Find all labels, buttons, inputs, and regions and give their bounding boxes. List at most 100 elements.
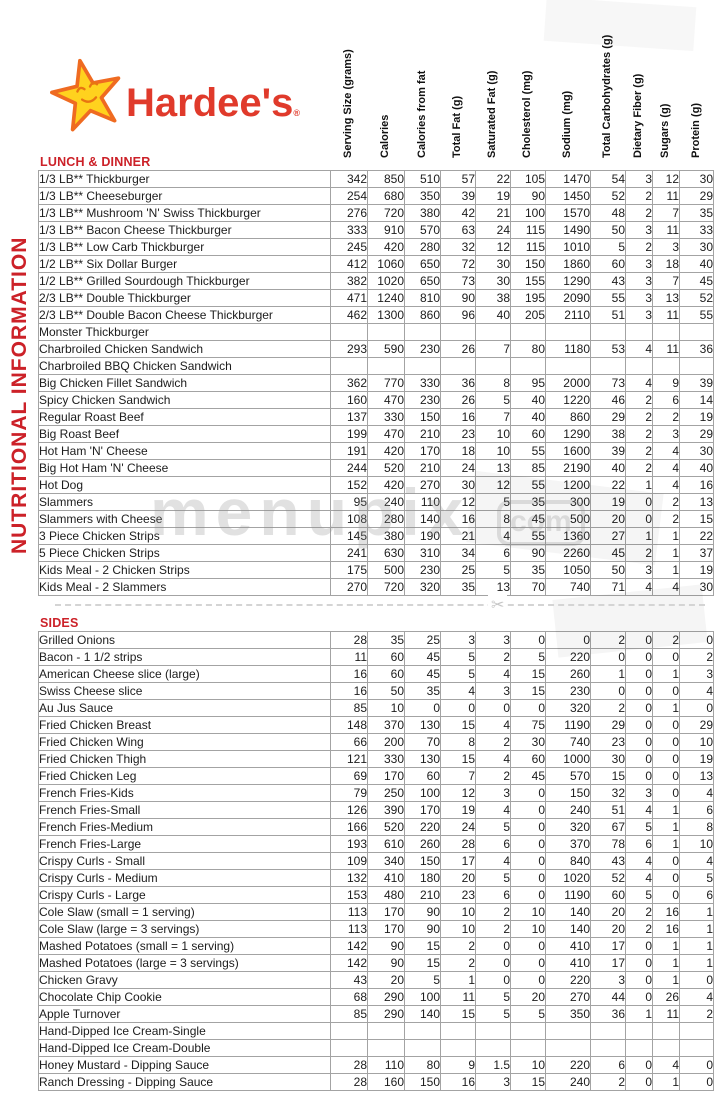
value-cell: 108 (330, 510, 368, 528)
value-cell: 245 (330, 238, 368, 256)
value-cell: 5 (679, 869, 714, 887)
value-cell: 30 (475, 272, 511, 290)
item-name-cell: Regular Roast Beef (38, 408, 331, 426)
value-cell: 2 (625, 442, 653, 460)
value-cell: 270 (545, 988, 591, 1006)
value-cell: 2 (625, 425, 653, 443)
value-cell: 10 (679, 733, 714, 751)
value-cell: 45 (679, 272, 714, 290)
value-cell: 1 (652, 699, 680, 717)
value-cell: 18 (440, 442, 476, 460)
value-cell: 90 (510, 187, 546, 205)
value-cell: 170 (404, 801, 441, 819)
value-cell: 13 (679, 493, 714, 511)
value-cell: 25 (440, 561, 476, 579)
value-cell: 15 (510, 682, 546, 700)
value-cell: 4 (625, 801, 653, 819)
value-cell: 630 (367, 544, 405, 562)
value-cell: 13 (652, 289, 680, 307)
value-cell: 240 (367, 493, 405, 511)
value-cell: 840 (545, 852, 591, 870)
value-cell: 330 (367, 750, 405, 768)
value-cell: 6 (679, 801, 714, 819)
value-cell: 2110 (545, 306, 591, 324)
column-header: Calories from fat (416, 70, 428, 158)
table-row: French Fries-Kids 79 250 100 12 3 0 150 32 3 0 4 (38, 784, 714, 802)
value-cell: 4 (625, 869, 653, 887)
value-cell: 24 (440, 818, 476, 836)
value-cell: 2 (590, 1073, 626, 1091)
value-cell: 75 (510, 716, 546, 734)
value-cell: 240 (545, 801, 591, 819)
value-cell: 155 (510, 272, 546, 290)
value-cell: 4 (652, 459, 680, 477)
value-cell: 0 (590, 682, 626, 700)
item-name-cell: Fried Chicken Leg (38, 767, 331, 785)
value-cell: 0 (510, 801, 546, 819)
value-cell: 60 (510, 750, 546, 768)
item-name-cell: American Cheese slice (large) (38, 665, 331, 683)
value-cell: 0 (625, 988, 653, 1006)
value-cell: 3 (475, 1073, 511, 1091)
value-cell: 1 (652, 1073, 680, 1091)
value-cell: 35 (440, 578, 476, 596)
value-cell: 51 (590, 306, 626, 324)
value-cell: 30 (679, 238, 714, 256)
value-cell: 55 (510, 442, 546, 460)
value-cell: 1220 (545, 391, 591, 409)
value-cell: 720 (367, 204, 405, 222)
value-cell: 72 (440, 255, 476, 273)
value-cell: 1 (652, 818, 680, 836)
value-cell: 39 (679, 374, 714, 392)
value-cell: 333 (330, 221, 368, 239)
value-cell: 15 (404, 937, 441, 955)
value-cell: 85 (330, 1005, 368, 1023)
value-cell: 37 (679, 544, 714, 562)
value-cell: 15 (404, 954, 441, 972)
value-cell: 0 (625, 665, 653, 683)
value-cell: 10 (510, 920, 546, 938)
value-cell: 20 (440, 869, 476, 887)
value-cell: 4 (679, 988, 714, 1006)
value-cell: 30 (590, 750, 626, 768)
item-name-cell: Fried Chicken Thigh (38, 750, 331, 768)
value-cell: 195 (510, 289, 546, 307)
item-name-cell: Hot Dog (38, 476, 331, 494)
value-cell: 860 (404, 306, 441, 324)
value-cell (652, 1039, 680, 1057)
value-cell: 35 (404, 682, 441, 700)
value-cell: 320 (545, 818, 591, 836)
value-cell: 210 (404, 886, 441, 904)
item-name-cell: Hot Ham 'N' Cheese (38, 442, 331, 460)
value-cell: 44 (590, 988, 626, 1006)
table-row: Slammers with Cheese 108 280 140 16 8 45 500 20 0… (38, 510, 714, 528)
value-cell: 16 (440, 408, 476, 426)
value-cell: 0 (625, 1073, 653, 1091)
value-cell: 12 (475, 476, 511, 494)
value-cell: 10 (440, 920, 476, 938)
value-cell: 5 (440, 648, 476, 666)
value-cell: 0 (625, 716, 653, 734)
value-cell: 1 (440, 971, 476, 989)
value-cell: 500 (367, 561, 405, 579)
value-cell: 166 (330, 818, 368, 836)
value-cell (545, 1039, 591, 1057)
value-cell: 1020 (545, 869, 591, 887)
value-cell: 29 (679, 425, 714, 443)
value-cell: 420 (367, 442, 405, 460)
value-cell (545, 1022, 591, 1040)
value-cell: 50 (367, 682, 405, 700)
table-row: 1/3 LB** Bacon Cheese Thickburger 333 910 5… (38, 221, 714, 239)
value-cell: 69 (330, 767, 368, 785)
value-cell: 0 (652, 767, 680, 785)
value-cell: 105 (510, 170, 546, 188)
value-cell: 70 (404, 733, 441, 751)
value-cell: 0 (510, 784, 546, 802)
item-name-cell: 1/3 LB** Low Carb Thickburger (38, 238, 331, 256)
value-cell: 0 (679, 699, 714, 717)
value-cell: 30 (510, 733, 546, 751)
value-cell: 60 (404, 767, 441, 785)
value-cell: 5 (590, 238, 626, 256)
value-cell: 79 (330, 784, 368, 802)
value-cell: 6 (475, 886, 511, 904)
